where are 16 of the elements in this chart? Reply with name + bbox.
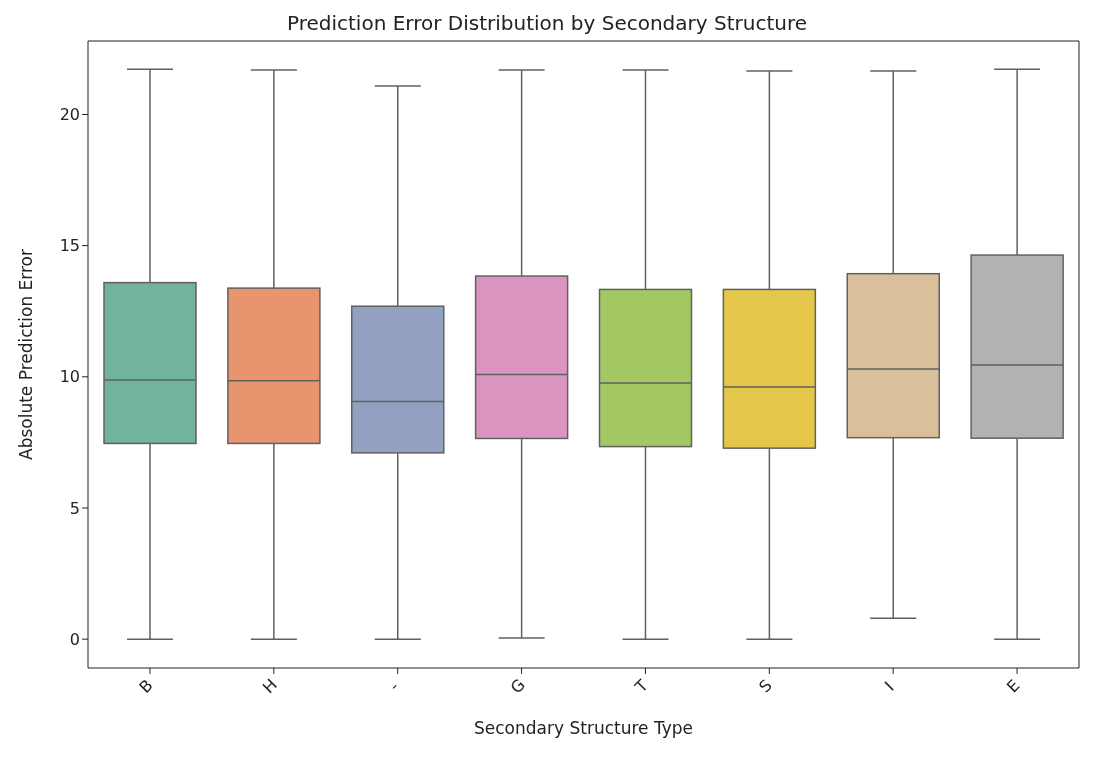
y-tick-label: 5 xyxy=(69,498,80,518)
y-tick-label: 0 xyxy=(69,629,80,649)
x-tick-label: I xyxy=(880,677,898,695)
x-tick-label: E xyxy=(1002,675,1024,697)
y-tick-label: 20 xyxy=(59,105,80,125)
x-axis-title: Secondary Structure Type xyxy=(474,718,693,738)
y-tick-label: 15 xyxy=(59,236,80,256)
y-axis-title: Absolute Prediction Error xyxy=(16,248,37,460)
x-tick-label: H xyxy=(258,675,281,698)
x-tick-label: - xyxy=(385,677,403,695)
x-tick-label: G xyxy=(506,675,529,698)
chart-title: Prediction Error Distribution by Secondary Structure xyxy=(285,10,809,37)
x-tick-label: B xyxy=(135,675,157,697)
x-tick-label: S xyxy=(755,675,776,697)
x-tick-label: T xyxy=(630,675,652,697)
y-tick-label: 10 xyxy=(59,367,80,387)
